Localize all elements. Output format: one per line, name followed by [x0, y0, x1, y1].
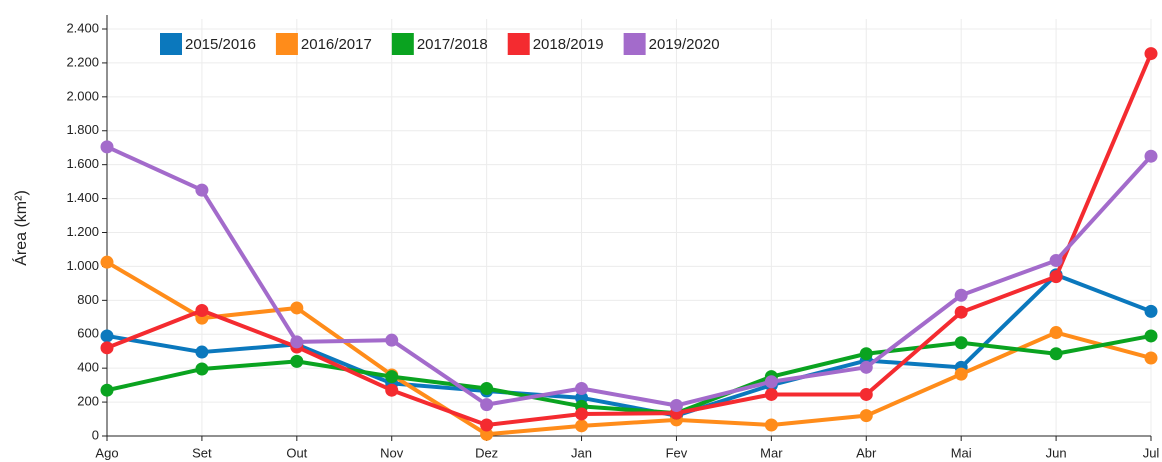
legend: 2015/2016 2016/2017 2017/2018 2018/2019 2019… — [160, 33, 720, 55]
y-tick-label: 2.200 — [66, 54, 99, 69]
point — [859, 347, 873, 361]
point — [290, 301, 304, 315]
point — [1049, 326, 1063, 340]
x-tick-label: Ago — [95, 445, 118, 460]
point — [1049, 347, 1063, 361]
y-tick-label: 400 — [77, 360, 99, 375]
point — [195, 362, 209, 376]
point — [385, 370, 399, 384]
x-tick-label: Out — [286, 445, 307, 460]
point — [575, 419, 589, 433]
y-tick-label: 2.000 — [66, 88, 99, 103]
point — [1144, 351, 1158, 365]
y-tick-label: 1.000 — [66, 258, 99, 273]
point — [385, 383, 399, 397]
point — [100, 255, 114, 269]
point — [859, 360, 873, 374]
legend-label: 2018/2019 — [533, 36, 604, 53]
legend-swatch — [507, 33, 530, 55]
point — [1144, 149, 1158, 163]
x-tick-label: Set — [192, 445, 212, 460]
series-line — [106, 52, 1153, 427]
x-tick-label: Mar — [760, 445, 783, 460]
series-line — [106, 333, 1152, 416]
legend-swatch — [160, 33, 182, 55]
legend-label: 2015/2016 — [185, 36, 256, 53]
point — [575, 382, 589, 396]
point — [954, 305, 968, 319]
series-line — [106, 272, 1152, 418]
x-tick-label: Dez — [475, 445, 498, 460]
x-tick-label: Mai — [951, 445, 972, 460]
point — [195, 183, 209, 197]
legend-swatch — [623, 33, 646, 55]
point — [954, 336, 968, 350]
y-tick-label: 800 — [77, 292, 99, 307]
y-tick-label: 1.200 — [66, 224, 99, 239]
point — [1144, 329, 1158, 343]
point — [290, 335, 304, 349]
point — [100, 383, 114, 397]
point — [954, 288, 968, 302]
point — [290, 354, 304, 368]
x-tick-label: Jun — [1046, 445, 1067, 460]
y-tick-label: 200 — [77, 394, 99, 409]
y-axis-label: Área (km²) — [11, 190, 30, 266]
point — [100, 140, 114, 154]
point — [195, 304, 209, 318]
y-tick-label: 2.400 — [66, 20, 99, 35]
point — [100, 329, 114, 343]
y-tick-label: 0 — [92, 427, 99, 442]
point — [480, 382, 494, 396]
legend-label: 2016/2017 — [301, 36, 372, 53]
legend-label: 2017/2018 — [417, 36, 488, 53]
point — [859, 387, 873, 401]
point — [1144, 304, 1158, 318]
x-tick-label: Jan — [571, 445, 592, 460]
y-tick-label: 1.400 — [66, 190, 99, 205]
x-tick-label: Nov — [380, 445, 404, 460]
point — [1144, 47, 1158, 61]
point — [764, 375, 778, 389]
y-tick-label: 1.600 — [66, 156, 99, 171]
x-tick-label: Abr — [856, 445, 877, 460]
y-tick-label: 1.800 — [66, 122, 99, 137]
series-line — [105, 260, 1152, 437]
legend-label: 2019/2020 — [649, 36, 720, 53]
point — [954, 367, 968, 381]
point — [1049, 253, 1063, 267]
x-tick-label: Fev — [666, 445, 688, 460]
legend-swatch — [275, 33, 298, 55]
point — [1049, 270, 1063, 284]
point — [100, 341, 114, 355]
point — [480, 418, 494, 432]
y-tick-label: 600 — [77, 326, 99, 341]
point — [480, 427, 494, 441]
point — [385, 333, 399, 347]
x-tick-label: Jul — [1143, 445, 1160, 460]
legend-swatch — [391, 33, 414, 55]
series-line — [106, 145, 1153, 408]
point — [480, 398, 494, 412]
point — [764, 418, 778, 432]
point — [859, 409, 873, 423]
point — [764, 387, 778, 401]
point — [669, 398, 683, 412]
point — [575, 407, 589, 421]
point — [195, 345, 209, 359]
